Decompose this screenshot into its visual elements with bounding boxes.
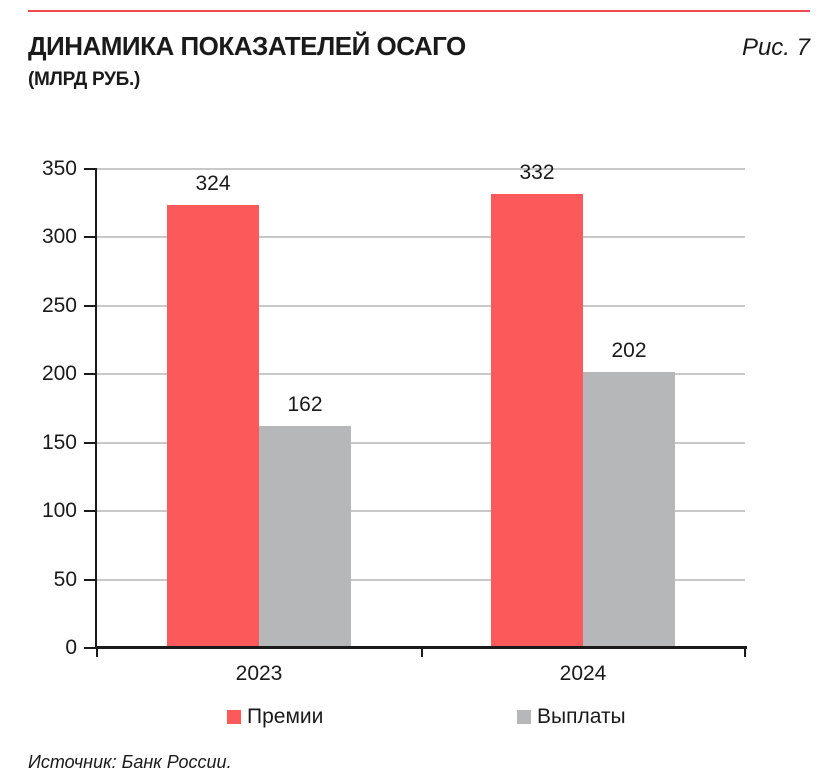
y-axis-tick-label: 200 (41, 362, 77, 386)
gridline-200 (97, 373, 745, 376)
bar-value-label: 202 (611, 338, 647, 362)
y-axis-tick-label: 100 (41, 499, 77, 523)
x-axis-tick-mark (96, 649, 98, 657)
y-axis-line (95, 168, 97, 648)
bar-Премии-2024 (491, 193, 583, 648)
y-axis-tick-label: 0 (65, 636, 77, 659)
y-axis-tick-mark (84, 510, 97, 513)
y-axis-tick-mark (84, 578, 97, 581)
legend-item-Премии: Премии (227, 705, 323, 729)
gridline-350 (97, 168, 745, 170)
x-axis-line (95, 646, 747, 649)
gridline-50 (97, 578, 745, 581)
x-axis-tick-mark (744, 649, 746, 657)
bar-value-label: 332 (519, 160, 555, 184)
x-axis-tick-mark (421, 649, 423, 657)
legend-label: Премии (247, 705, 324, 728)
bar-value-label: 162 (287, 393, 323, 417)
y-axis-tick-mark (84, 236, 97, 239)
gridline-150 (97, 441, 745, 444)
y-axis-tick-mark (84, 373, 97, 376)
chart-title: ДИНАМИКА ПОКАЗАТЕЛЕЙ ОСАГО (28, 31, 466, 61)
y-axis-tick-label: 150 (41, 430, 77, 454)
y-axis-tick-label: 350 (41, 157, 77, 180)
bar-Выплаты-2024 (583, 371, 675, 648)
y-axis-tick-mark (84, 168, 97, 170)
top-rule-divider (28, 10, 810, 12)
legend-swatch-Премии (227, 710, 241, 724)
y-axis-tick-mark (84, 647, 97, 649)
bar-Премии-2023 (167, 204, 259, 648)
y-axis-tick-label: 250 (41, 293, 77, 317)
bar-Выплаты-2023 (259, 426, 351, 648)
gridline-100 (97, 510, 745, 513)
gridline-250 (97, 304, 745, 307)
x-axis-category-label: 2023 (235, 662, 283, 685)
legend-label: Выплаты (537, 705, 626, 728)
y-axis-tick-label: 300 (41, 225, 77, 249)
y-axis-tick-mark (84, 304, 97, 307)
chart-units-subtitle: (МЛРД РУБ.) (28, 69, 140, 90)
gridline-300 (97, 236, 745, 239)
bar-value-label: 324 (195, 171, 231, 195)
x-axis-category-label: 2024 (559, 662, 607, 685)
y-axis-tick-label: 50 (53, 567, 77, 591)
figure-number-label: Рис. 7 (741, 34, 810, 61)
legend-swatch-Выплаты (517, 710, 531, 724)
legend-item-Выплаты: Выплаты (517, 705, 626, 729)
source-caption: Источник: Банк России. (28, 752, 232, 772)
y-axis-tick-mark (84, 441, 97, 444)
